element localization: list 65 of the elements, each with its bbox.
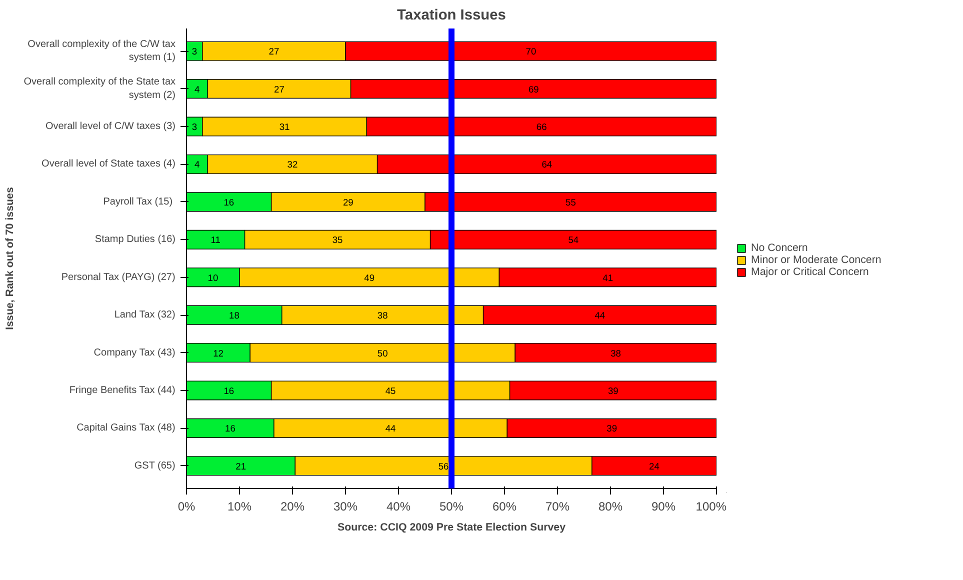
x-tick-label: 90% — [651, 500, 676, 514]
data-label: 38 — [610, 348, 622, 358]
data-label: 55 — [566, 197, 576, 208]
x-tick-label: 0% — [178, 500, 196, 514]
data-label: 27 — [274, 84, 284, 94]
x-tick-label: 20% — [280, 500, 305, 514]
data-label: 44 — [594, 310, 606, 321]
x-tick-label: 70% — [545, 500, 570, 514]
data-label: 16 — [224, 386, 234, 396]
data-label: 3 — [192, 122, 198, 132]
data-label: 4 — [194, 84, 200, 94]
y-tick-label: Payroll Tax (15) — [103, 196, 173, 208]
data-label: 45 — [385, 386, 396, 396]
chart-title: Taxation Issues — [397, 8, 506, 24]
data-label: 27 — [268, 46, 280, 57]
data-label: 50 — [377, 348, 388, 358]
y-axis-title: Issue, Rank out of 70 issues — [4, 187, 16, 330]
legend-label: Major or Critical Concern — [751, 266, 869, 278]
y-tick-label: Capital Gains Tax (48) — [76, 422, 176, 434]
y-tick-label: Overall complexity of the State tax system (2) — [24, 76, 176, 101]
data-label: 11 — [210, 235, 220, 246]
data-label: 35 — [332, 235, 343, 246]
data-label: 16 — [224, 197, 234, 208]
data-label: 16 — [225, 424, 236, 434]
data-label: 18 — [229, 310, 240, 321]
y-tick-label: Overall level of State taxes (4) — [42, 158, 176, 170]
y-tick-label: Stamp Duties (16) — [94, 234, 176, 246]
x-tick-label: 100% — [696, 500, 727, 514]
x-tick-label: 60% — [492, 500, 517, 514]
data-label: 3 — [192, 46, 198, 57]
x-tick-label: 80% — [598, 500, 623, 514]
data-label: 38 — [377, 310, 388, 321]
y-tick-label: Company Tax (43) — [94, 347, 176, 358]
data-label: 29 — [342, 197, 354, 208]
data-label: 4 — [194, 160, 200, 170]
data-label: 70 — [526, 46, 536, 57]
x-tick-label: 10% — [227, 500, 252, 514]
y-tick-label: GST (65) — [134, 460, 176, 472]
data-label: 24 — [649, 461, 660, 472]
data-label: 21 — [236, 461, 246, 472]
data-label: 41 — [602, 272, 614, 283]
x-axis-title: Source: CCIQ 2009 Pre State Election Survey — [337, 522, 566, 534]
data-label: 49 — [364, 272, 375, 283]
data-label: 10 — [208, 272, 218, 283]
data-label: 12 — [213, 348, 224, 358]
data-label: 64 — [542, 160, 552, 170]
data-label: 54 — [568, 235, 579, 246]
y-tick-label: Fringe Benefits Tax (44) — [69, 384, 176, 396]
data-label: 39 — [608, 386, 618, 396]
y-tick-label: Land Tax (32) — [114, 310, 176, 321]
data-label: 44 — [385, 424, 396, 434]
data-label: 69 — [528, 84, 539, 94]
data-label: 56 — [438, 461, 449, 472]
x-tick-label: 40% — [386, 500, 411, 514]
y-tick-label: Overall complexity of the C/W tax system (1) — [28, 39, 176, 64]
legend-label: Minor or Moderate Concern — [751, 254, 882, 266]
data-label: 66 — [536, 122, 547, 132]
y-tick-label: Personal Tax (PAYG) (27) — [61, 272, 176, 283]
data-label: 31 — [279, 122, 290, 132]
legend-label: No Concern — [751, 242, 808, 254]
data-label: 39 — [606, 424, 618, 434]
y-tick-label: Overall level of C/W taxes (3) — [45, 121, 176, 132]
data-label: 32 — [287, 160, 298, 170]
x-tick-label: 30% — [333, 500, 358, 514]
x-tick-label: 50% — [439, 500, 464, 514]
